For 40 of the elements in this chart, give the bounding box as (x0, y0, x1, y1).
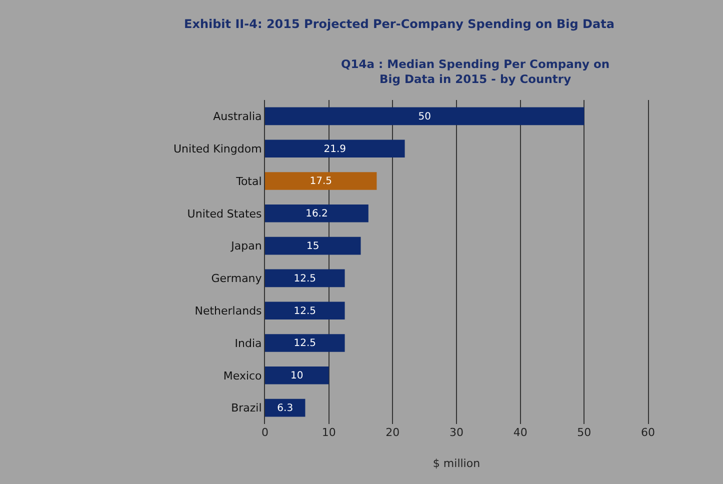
y-tick-label: Japan (230, 240, 262, 253)
bar (265, 140, 405, 158)
x-axis-title: $ million (432, 457, 480, 470)
y-tick-label: Germany (211, 272, 262, 286)
x-tick-label: 10 (322, 426, 336, 439)
chart-subtitle: Q14a : Median Spending Per Company on Big Data in 2015 - by Country (341, 57, 610, 86)
y-tick-label: Brazil (231, 402, 262, 415)
bar (265, 107, 584, 126)
y-tick-label: United Kingdom (174, 142, 262, 156)
x-tick-label: 40 (513, 426, 528, 439)
data-label: 12.5 (294, 273, 316, 284)
data-label: 10 (290, 370, 304, 382)
bar (265, 366, 329, 384)
bar (265, 302, 345, 320)
data-label: 17.5 (310, 176, 332, 188)
data-label: 12.5 (294, 306, 316, 317)
y-tick-label: India (234, 336, 262, 350)
y-tick-label: Mexico (223, 369, 262, 382)
x-tick-label: 0 (262, 426, 268, 439)
x-tick-label: 50 (577, 426, 592, 439)
data-label: 15 (306, 240, 320, 252)
data-label: 6.3 (277, 402, 294, 414)
bar (265, 204, 368, 222)
data-label: 21.9 (324, 144, 346, 155)
x-tick-label: 20 (386, 426, 400, 439)
data-label: 12.5 (294, 338, 316, 350)
x-tick-label: 60 (641, 426, 655, 439)
y-tick-label: United States (187, 207, 262, 220)
data-label: 16.2 (306, 208, 328, 220)
bar (265, 172, 377, 190)
bar (265, 236, 361, 255)
y-tick-label: Total (235, 174, 262, 188)
bar (265, 269, 345, 288)
y-tick-label: Australia (213, 110, 262, 124)
chart-title: Exhibit II-4: 2015 Projected Per-Company Spending on Big Data (184, 17, 614, 31)
bar (265, 334, 345, 352)
data-label: 50 (418, 111, 431, 122)
bar (265, 398, 306, 417)
y-tick-label: Netherlands (194, 304, 262, 318)
x-tick-label: 30 (450, 426, 464, 439)
